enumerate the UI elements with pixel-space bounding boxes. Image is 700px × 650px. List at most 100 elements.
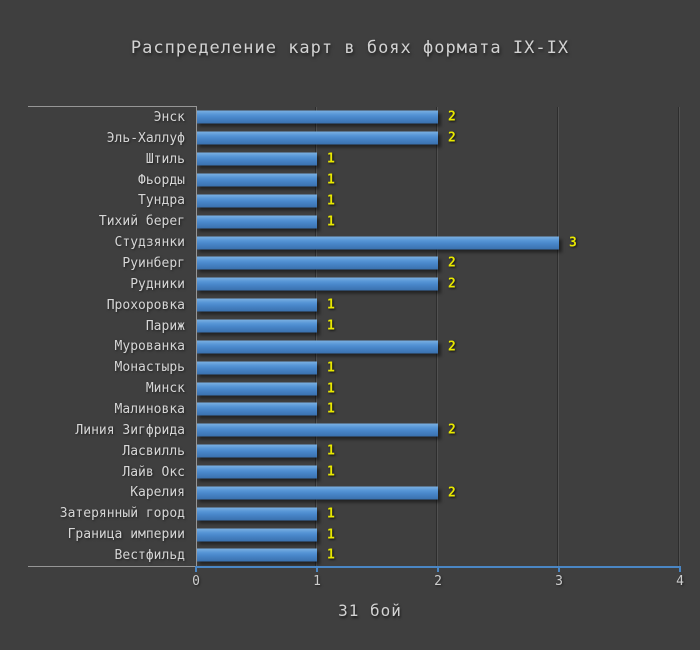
bar-row: Линия Зигфрида 2 [28, 420, 680, 441]
gridline-x-3 [558, 107, 559, 566]
bar-value-label: 1 [327, 297, 335, 313]
bar-track: 1 [196, 190, 680, 211]
bar-track: 3 [196, 232, 680, 253]
bar-row: Вестфильд 1 [28, 545, 680, 566]
bar-track: 1 [196, 149, 680, 170]
category-label: Мурованка [114, 339, 185, 355]
label-frame-bottom-line [28, 566, 196, 567]
plot-area: Энск 2 Эль-Халлуф 2 Штиль 1 Фьорды 1 Тундра 1 Тихи… [28, 106, 684, 589]
bar-value-label: 2 [448, 276, 456, 292]
bar-row: Ласвилль 1 [28, 441, 680, 462]
category-label: Минск [145, 381, 185, 397]
bar-row: Монастырь 1 [28, 357, 680, 378]
bar [196, 361, 317, 375]
bar-track: 2 [196, 336, 680, 357]
category-label: Лайв Окс [122, 464, 185, 480]
x-axis-title: 31 бой [338, 601, 402, 620]
bar-value-label: 1 [327, 381, 335, 397]
bar-value-label: 1 [327, 464, 335, 480]
bar [196, 486, 438, 500]
bar-row: Рудники 2 [28, 274, 680, 295]
bar-row: Малиновка 1 [28, 399, 680, 420]
bar [196, 528, 317, 542]
gridline-x-1 [316, 107, 317, 566]
category-label: Граница империи [67, 527, 185, 543]
category-label: Фьорды [138, 172, 185, 188]
bar [196, 340, 438, 354]
bar-row: Лайв Окс 1 [28, 462, 680, 483]
bar-row: Париж 1 [28, 316, 680, 337]
bar [196, 131, 438, 145]
category-label: Карелия [130, 485, 185, 501]
category-label: Париж [145, 318, 185, 334]
bar-track: 1 [196, 399, 680, 420]
x-tick-mark-0 [195, 566, 197, 572]
bar-value-label: 1 [327, 151, 335, 167]
x-tick-mark-4 [679, 566, 681, 572]
bar-value-label: 1 [327, 193, 335, 209]
bar-value-label: 3 [569, 235, 577, 251]
bar-track: 2 [196, 128, 680, 149]
bar-row: Мурованка 2 [28, 336, 680, 357]
gridline-x-2 [437, 107, 438, 566]
category-label: Линия Зигфрида [75, 422, 185, 438]
x-tick-label-0: 0 [192, 574, 200, 589]
bar-track: 1 [196, 211, 680, 232]
bar [196, 465, 317, 479]
bar-row: Тихий берег 1 [28, 211, 680, 232]
bar-row: Штиль 1 [28, 149, 680, 170]
bar [196, 256, 438, 270]
category-label: Руинберг [122, 255, 185, 271]
x-tick-label-2: 2 [434, 574, 442, 589]
bar [196, 194, 317, 208]
bar-track: 1 [196, 441, 680, 462]
bar [196, 444, 317, 458]
gridlines [196, 107, 680, 566]
bar-row: Затерянный город 1 [28, 503, 680, 524]
bar-track: 1 [196, 378, 680, 399]
bar-row: Карелия 2 [28, 482, 680, 503]
bar-row: Минск 1 [28, 378, 680, 399]
y-axis-line [196, 106, 197, 567]
category-label: Эль-Халлуф [106, 130, 185, 146]
bar-value-label: 1 [327, 401, 335, 417]
bar-value-label: 2 [448, 255, 456, 271]
bar-row: Фьорды 1 [28, 170, 680, 191]
bar-row: Руинберг 2 [28, 253, 680, 274]
category-label: Ласвилль [122, 443, 185, 459]
bar-track: 1 [196, 316, 680, 337]
bar-value-label: 1 [327, 214, 335, 230]
bar-row: Граница империи 1 [28, 524, 680, 545]
bar-track: 1 [196, 295, 680, 316]
bar-value-label: 1 [327, 443, 335, 459]
x-tick-mark-1 [316, 566, 318, 572]
category-label: Рудники [130, 276, 185, 292]
x-tick-mark-2 [437, 566, 439, 572]
bar [196, 277, 438, 291]
bar-row: Тундра 1 [28, 190, 680, 211]
gridline-x-4 [679, 107, 680, 566]
label-frame-top-line [28, 106, 196, 107]
bar-track: 2 [196, 107, 680, 128]
category-label: Затерянный город [59, 506, 185, 522]
x-tick-label-1: 1 [313, 574, 321, 589]
bar-value-label: 2 [448, 339, 456, 355]
bar-value-label: 2 [448, 130, 456, 146]
bar [196, 215, 317, 229]
bar-row: Эль-Халлуф 2 [28, 128, 680, 149]
bar-track: 1 [196, 462, 680, 483]
category-label: Монастырь [114, 360, 185, 376]
bar [196, 548, 317, 562]
bar-value-label: 1 [327, 172, 335, 188]
category-label: Тундра [138, 193, 185, 209]
bar-track: 1 [196, 524, 680, 545]
bar-track: 2 [196, 420, 680, 441]
category-label: Малиновка [114, 401, 185, 417]
bar-track: 2 [196, 274, 680, 295]
bar [196, 507, 317, 521]
bar [196, 110, 438, 124]
chart-title: Распределение карт в боях формата IX-IX [130, 38, 570, 58]
bar-track: 2 [196, 253, 680, 274]
x-tick-label-4: 4 [676, 574, 684, 589]
bar-value-label: 1 [327, 360, 335, 376]
